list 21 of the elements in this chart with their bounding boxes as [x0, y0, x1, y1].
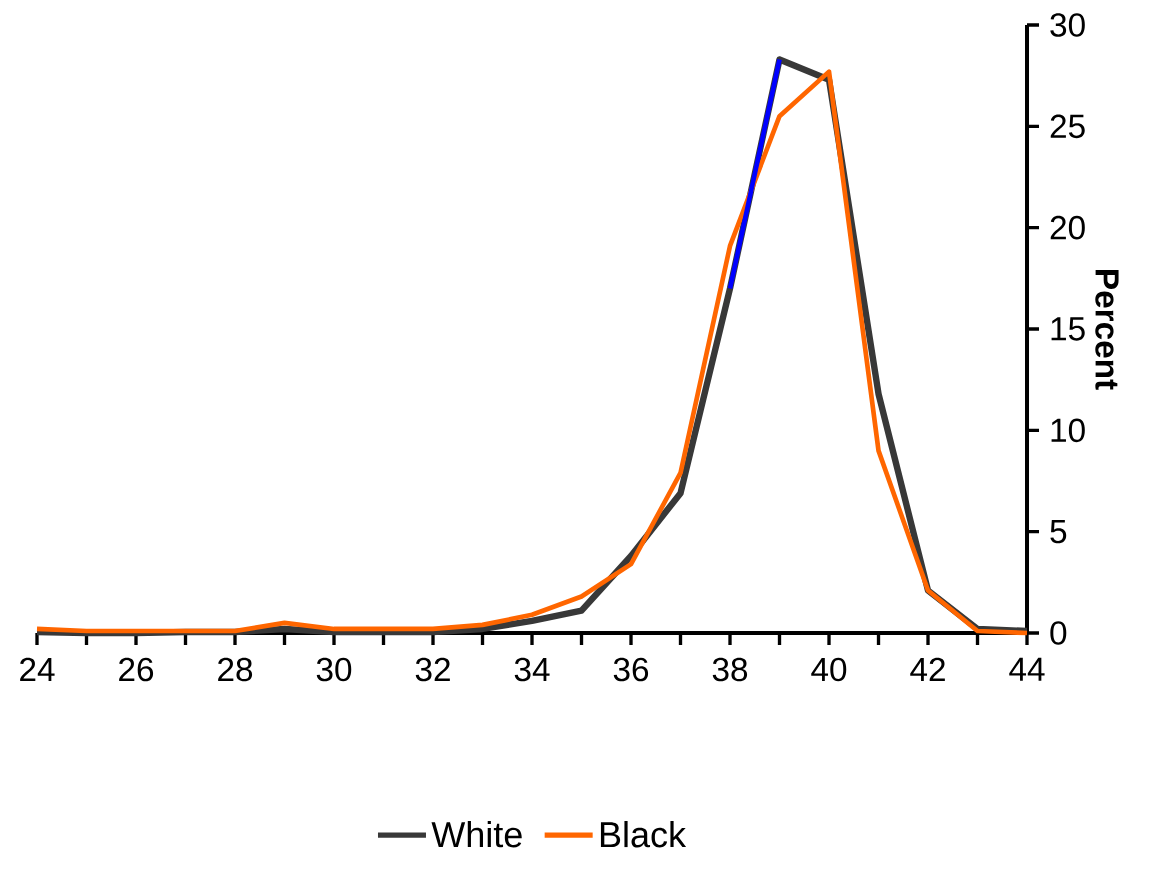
x-tick-label: 40: [811, 657, 847, 682]
y-tick-label: 15: [1051, 317, 1085, 341]
x-tick-label: 30: [316, 657, 352, 682]
x-tick-label: 24: [20, 657, 55, 681]
y-tick-label: 0: [1050, 621, 1067, 645]
y-tick-label: 25: [1050, 114, 1085, 139]
legend-label: Black: [600, 820, 687, 848]
x-tick-label: 38: [712, 657, 748, 682]
y-tick-label: 20: [1050, 215, 1085, 240]
x-tick-label: 36: [613, 657, 649, 682]
x-tick-label: 44: [1009, 657, 1045, 681]
x-tick-label: 32: [415, 657, 450, 682]
x-tick-label: 26: [119, 657, 154, 682]
legend-label: White: [431, 820, 522, 848]
x-tick-label: 28: [218, 657, 253, 682]
y-axis-title: Percent: [1095, 270, 1119, 390]
y-tick-label: 30: [1050, 13, 1085, 37]
x-tick-label: 34: [514, 657, 550, 682]
y-tick-label: 5: [1050, 520, 1067, 544]
x-tick-label: 42: [910, 657, 945, 681]
y-tick-label: 10: [1051, 418, 1085, 443]
